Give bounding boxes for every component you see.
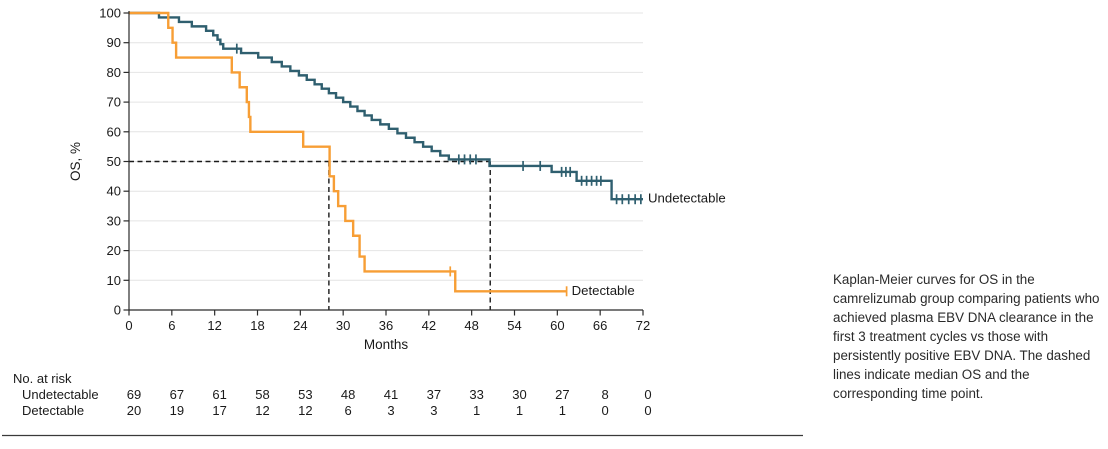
at-risk-count: 30 (512, 387, 526, 402)
y-axis-title: OS, % (68, 142, 83, 181)
axes: 0 10 20 30 40 50 60 70 80 90 100 0 6 12 18 24 30 36 42 48 54… (68, 6, 650, 353)
y-tick-label: 30 (107, 213, 121, 228)
at-risk-count: 19 (170, 403, 184, 418)
x-tick-label: 24 (293, 318, 307, 333)
x-tick-label: 60 (550, 318, 564, 333)
at-risk-count: 69 (127, 387, 141, 402)
x-tick-label: 30 (336, 318, 350, 333)
km-series-detectable: Detectable (129, 11, 635, 298)
y-tick-label: 80 (107, 65, 121, 80)
at-risk-count: 53 (298, 387, 312, 402)
km-series-undetectable: Undetectable (129, 11, 726, 206)
at-risk-count: 61 (212, 387, 226, 402)
at-risk-count: 41 (384, 387, 398, 402)
at-risk-count: 6 (345, 403, 352, 418)
km-curve-undetectable (129, 11, 643, 201)
x-axis-title: Months (364, 337, 409, 352)
at-risk-count: 58 (255, 387, 269, 402)
x-tick-label: 48 (464, 318, 478, 333)
y-tick-label: 40 (107, 184, 121, 199)
figure-caption: Kaplan-Meier curves for OS in the camrel… (833, 272, 1100, 401)
x-tick-label: 18 (250, 318, 264, 333)
median-annotations (129, 160, 491, 310)
at-risk-count: 12 (255, 403, 269, 418)
x-tick-label: 12 (207, 318, 221, 333)
at-risk-count: 12 (298, 403, 312, 418)
at-risk-count: 17 (212, 403, 226, 418)
at-risk-count: 0 (602, 403, 609, 418)
y-tick-label: 50 (107, 154, 121, 169)
at-risk-count: 27 (555, 387, 569, 402)
at-risk-count: 67 (170, 387, 184, 402)
y-tick-label: 20 (107, 243, 121, 258)
at-risk-title: No. at risk (13, 371, 72, 386)
censor-ticks-undetectable (235, 43, 642, 205)
at-risk-row-label-undetectable: Undetectable (22, 387, 99, 402)
at-risk-count: 33 (469, 387, 483, 402)
at-risk-count: 8 (602, 387, 609, 402)
x-tick-label: 0 (125, 318, 132, 333)
at-risk-count: 37 (427, 387, 441, 402)
x-tick-label: 36 (379, 318, 393, 333)
y-tick-label: 100 (99, 6, 121, 21)
at-risk-count: 1 (559, 403, 566, 418)
at-risk-count: 1 (473, 403, 480, 418)
at-risk-count: 0 (644, 403, 651, 418)
x-tick-label: 6 (168, 318, 175, 333)
legend-label-undetectable: Undetectable (648, 191, 726, 206)
at-risk-row-label-detectable: Detectable (22, 403, 84, 418)
censor-ticks-detectable (449, 266, 568, 297)
at-risk-count: 1 (516, 403, 523, 418)
gridlines (129, 12, 643, 281)
at-risk-count: 48 (341, 387, 355, 402)
at-risk-count: 20 (127, 403, 141, 418)
y-tick-label: 70 (107, 95, 121, 110)
km-curve-detectable (129, 11, 567, 293)
at-risk-count: 0 (644, 387, 651, 402)
legend-label-detectable: Detectable (572, 283, 635, 298)
y-tick-label: 10 (107, 273, 121, 288)
x-tick-label: 72 (636, 318, 650, 333)
at-risk-count: 3 (387, 403, 394, 418)
at-risk-count: 3 (430, 403, 437, 418)
y-tick-label: 90 (107, 35, 121, 50)
x-tick-label: 54 (507, 318, 521, 333)
y-tick-label: 0 (114, 303, 121, 318)
x-tick-label: 66 (593, 318, 607, 333)
x-tick-label: 42 (422, 318, 436, 333)
y-tick-label: 60 (107, 124, 121, 139)
